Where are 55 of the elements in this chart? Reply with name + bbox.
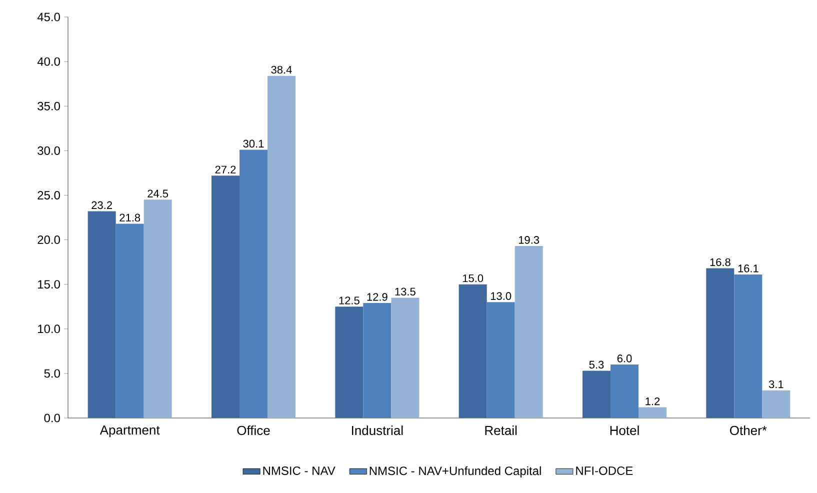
data-label: 16.1 bbox=[738, 264, 758, 272]
data-label: 12.5 bbox=[339, 296, 360, 304]
data-label: 30.1 bbox=[243, 140, 264, 148]
x-tick-label: Apartment bbox=[100, 426, 160, 438]
x-tick-label: Other* bbox=[730, 426, 767, 436]
data-label: 3.1 bbox=[768, 380, 784, 388]
data-label: 1.2 bbox=[646, 397, 660, 406]
data-label: 12.9 bbox=[367, 293, 388, 301]
bar bbox=[582, 370, 611, 418]
bar bbox=[212, 176, 240, 418]
bar bbox=[458, 284, 487, 418]
x-tick-label: Hotel bbox=[610, 426, 639, 436]
bar bbox=[391, 298, 420, 418]
bar bbox=[514, 246, 543, 418]
data-label: 23.2 bbox=[92, 201, 112, 210]
data-label: 24.5 bbox=[148, 190, 168, 198]
bar bbox=[144, 200, 172, 418]
y-tick-label: 0.0 bbox=[44, 414, 60, 422]
data-label: 15.0 bbox=[462, 274, 484, 282]
bar bbox=[363, 303, 392, 418]
y-tick-label: 5.0 bbox=[44, 369, 60, 378]
legend-label: NMSIC - NAV+Unfunded Capital bbox=[370, 466, 541, 478]
data-label: 16.8 bbox=[710, 258, 730, 266]
bar bbox=[116, 224, 144, 418]
y-tick-label: 25.0 bbox=[38, 190, 60, 200]
bar bbox=[335, 306, 364, 418]
bar bbox=[734, 274, 762, 418]
y-tick-label: 20.0 bbox=[38, 236, 60, 244]
bar bbox=[638, 407, 667, 418]
data-label: 38.4 bbox=[271, 66, 292, 74]
data-label: 6.0 bbox=[617, 354, 632, 362]
y-tick-label: 40.0 bbox=[37, 57, 60, 66]
y-tick-label: 30.0 bbox=[38, 146, 60, 155]
y-tick-label: 35.0 bbox=[38, 102, 60, 110]
data-label: 13.0 bbox=[490, 292, 512, 300]
data-label: 13.5 bbox=[395, 288, 416, 296]
data-label: 19.3 bbox=[518, 236, 540, 244]
y-tick-label: 15.0 bbox=[38, 280, 60, 289]
data-label: 5.3 bbox=[589, 360, 604, 369]
bar bbox=[486, 302, 515, 418]
data-label: 27.2 bbox=[215, 166, 236, 174]
legend-label: NMSIC - NAV bbox=[263, 466, 336, 475]
bar bbox=[88, 211, 116, 418]
y-tick-label: 45.0 bbox=[37, 12, 60, 22]
data-label: 21.8 bbox=[120, 214, 140, 222]
bar bbox=[240, 150, 268, 418]
x-tick-label: Office bbox=[237, 426, 270, 436]
x-tick-label: Industrial bbox=[352, 426, 403, 436]
y-tick-label: 10.0 bbox=[38, 324, 60, 334]
bar bbox=[706, 268, 734, 418]
legend-label: NFI-ODCE bbox=[576, 466, 633, 475]
bar bbox=[762, 390, 790, 418]
bar bbox=[268, 76, 296, 418]
bar bbox=[610, 364, 639, 418]
x-tick-label: Retail bbox=[485, 426, 517, 436]
